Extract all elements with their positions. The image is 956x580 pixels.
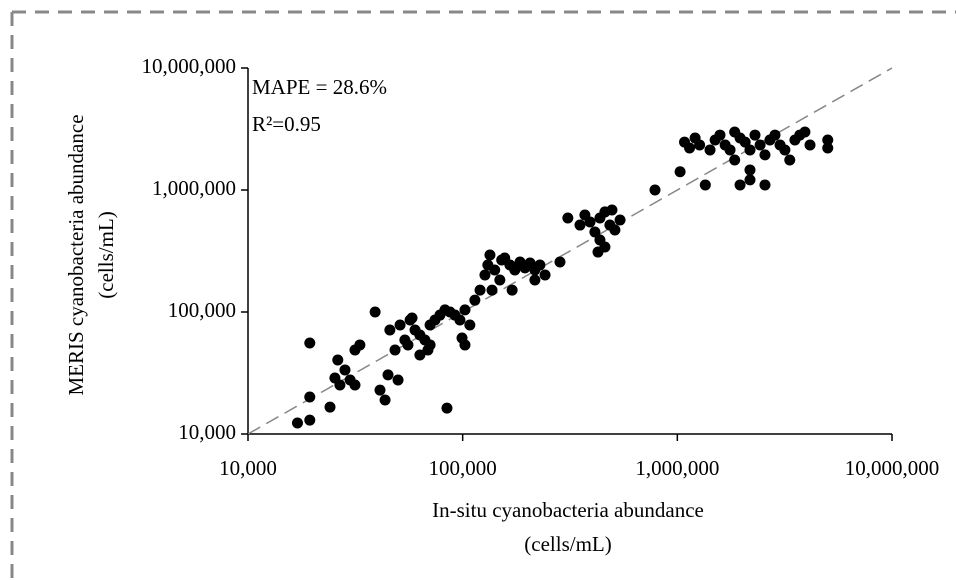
y-tick-label: 10,000: [178, 420, 236, 444]
point: [459, 339, 471, 351]
x-tick-label: 100,000: [429, 456, 497, 480]
point: [609, 224, 621, 236]
y-tick-label: 1,000,000: [152, 176, 236, 200]
point: [529, 274, 541, 286]
x-axis-label: In-situ cyanobacteria abundance: [432, 498, 704, 522]
point: [599, 241, 611, 253]
point: [354, 339, 366, 351]
point: [291, 417, 303, 429]
point: [574, 219, 586, 231]
point: [539, 269, 551, 281]
point: [744, 174, 756, 186]
point: [394, 319, 406, 331]
point: [739, 136, 751, 148]
annotation: MAPE = 28.6%: [252, 75, 387, 99]
point: [334, 379, 346, 391]
point: [674, 166, 686, 178]
point: [649, 184, 661, 196]
point: [744, 164, 756, 176]
point: [402, 339, 414, 351]
x-tick-label: 1,000,000: [635, 456, 719, 480]
point: [464, 319, 476, 331]
point: [822, 142, 834, 154]
point: [729, 154, 741, 166]
point: [406, 312, 418, 324]
x-axis-label: (cells/mL): [524, 532, 611, 556]
point: [684, 142, 696, 154]
point: [349, 379, 361, 391]
point: [479, 269, 491, 281]
x-tick-label: 10,000,000: [845, 456, 940, 480]
point: [714, 129, 726, 141]
point: [799, 126, 811, 138]
point: [486, 284, 498, 296]
point: [754, 139, 766, 151]
point: [506, 284, 518, 296]
point: [374, 384, 386, 396]
point: [384, 324, 396, 336]
point: [324, 401, 336, 413]
annotation: R²=0.95: [252, 112, 321, 136]
point: [699, 179, 711, 191]
point: [474, 284, 486, 296]
point: [304, 391, 316, 403]
point: [379, 394, 391, 406]
point: [749, 129, 761, 141]
point: [332, 354, 344, 366]
point: [779, 144, 791, 156]
point: [304, 337, 316, 349]
point: [606, 204, 618, 216]
point: [694, 139, 706, 151]
x-tick-label: 10,000: [219, 456, 277, 480]
y-axis-label: MERIS cyanobacteria abundance: [64, 114, 88, 395]
point: [614, 214, 626, 226]
point: [494, 274, 506, 286]
point: [562, 212, 574, 224]
point: [389, 344, 401, 356]
point: [534, 259, 546, 271]
identity-line: [247, 67, 893, 435]
point: [744, 144, 756, 156]
point: [759, 149, 771, 161]
point: [369, 306, 381, 318]
point: [489, 264, 501, 276]
point: [509, 264, 521, 276]
point: [822, 134, 834, 146]
point: [304, 414, 316, 426]
point: [804, 139, 816, 151]
point: [441, 402, 453, 414]
point: [459, 304, 471, 316]
point: [484, 249, 496, 261]
point: [424, 339, 436, 351]
point: [759, 179, 771, 191]
point: [414, 349, 426, 361]
point: [724, 144, 736, 156]
y-axis-label: (cells/mL): [94, 211, 118, 298]
point: [589, 226, 601, 238]
point: [704, 144, 716, 156]
y-tick-label: 10,000,000: [142, 54, 237, 78]
point: [454, 314, 466, 326]
point: [469, 294, 481, 306]
point: [382, 369, 394, 381]
point: [734, 179, 746, 191]
y-tick-label: 100,000: [168, 298, 236, 322]
point: [769, 129, 781, 141]
point: [554, 256, 566, 268]
point: [584, 216, 596, 228]
point: [784, 154, 796, 166]
point: [339, 364, 351, 376]
point: [392, 374, 404, 386]
